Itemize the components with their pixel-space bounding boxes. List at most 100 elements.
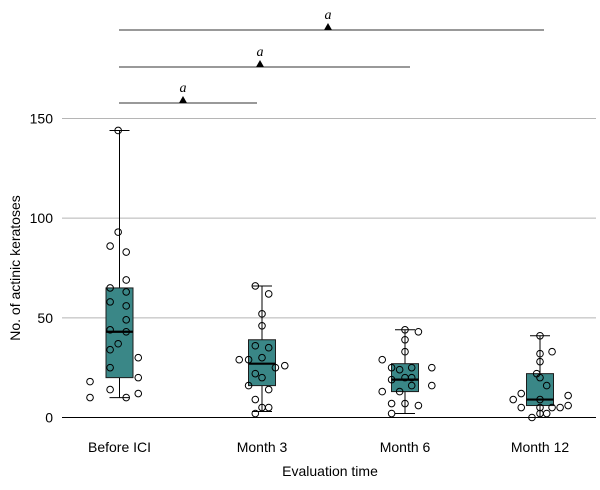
y-tick-label: 0 — [45, 410, 53, 426]
data-points — [86, 126, 572, 422]
data-point — [542, 409, 551, 418]
data-point — [536, 373, 544, 382]
data-point — [264, 385, 273, 394]
data-point — [387, 399, 396, 408]
data-point — [106, 385, 114, 394]
data-point — [401, 399, 409, 408]
data-point — [106, 345, 114, 354]
significance-marker — [179, 96, 187, 103]
grid-lines — [62, 118, 596, 319]
data-point — [134, 353, 143, 362]
data-point — [106, 298, 114, 306]
data-point — [114, 126, 122, 135]
data-point — [509, 395, 518, 404]
data-point — [428, 363, 436, 372]
data-point — [401, 335, 409, 344]
data-point — [134, 373, 143, 382]
data-point — [387, 409, 396, 418]
x-tick-label: Month 6 — [380, 439, 431, 455]
data-point — [106, 325, 114, 334]
data-point — [378, 355, 387, 364]
data-point — [407, 363, 416, 372]
y-tick-label: 50 — [37, 310, 53, 326]
data-point — [536, 349, 544, 358]
data-point — [401, 347, 409, 356]
data-point — [407, 381, 416, 390]
data-point — [264, 403, 273, 412]
x-axis-title: Evaluation time — [282, 463, 378, 479]
data-point — [564, 401, 572, 410]
x-axis-tick-labels: Before ICI Month 3 Month 6 Month 12 — [88, 439, 569, 455]
data-point — [387, 375, 396, 384]
data-point — [536, 395, 544, 404]
data-point — [122, 276, 130, 284]
data-point — [122, 316, 130, 324]
data-point — [122, 288, 130, 296]
data-point — [244, 381, 253, 390]
data-point — [235, 355, 244, 364]
data-point — [264, 343, 273, 352]
data-point — [258, 373, 266, 382]
box-iqr — [391, 363, 419, 393]
data-point — [536, 357, 544, 366]
data-point — [258, 322, 266, 330]
significance-marker — [256, 60, 264, 67]
x-tick-label: Before ICI — [88, 439, 151, 455]
data-point — [251, 395, 260, 404]
data-point — [114, 228, 122, 236]
significance-label: a — [325, 8, 332, 23]
data-point — [548, 347, 556, 356]
y-tick-label: 150 — [30, 111, 54, 127]
data-point — [564, 391, 572, 400]
whiskers — [109, 129, 550, 418]
data-point — [251, 369, 260, 378]
data-point — [528, 413, 536, 422]
data-point — [122, 248, 130, 256]
y-tick-label: 100 — [30, 210, 54, 226]
data-point — [548, 403, 556, 412]
data-point — [387, 363, 396, 372]
data-point — [536, 403, 544, 412]
data-point — [114, 339, 122, 348]
data-point — [106, 284, 114, 292]
data-point — [542, 381, 551, 390]
data-point — [378, 387, 387, 396]
data-point — [258, 310, 266, 318]
box-iqr — [526, 373, 554, 407]
data-point — [414, 327, 423, 336]
significance-brackets: a a a — [119, 8, 544, 104]
data-point — [414, 401, 423, 410]
y-axis-tick-labels: 0 50 100 150 — [30, 111, 54, 426]
data-point — [517, 403, 526, 412]
y-axis-title: No. of actinic keratoses — [7, 195, 23, 341]
data-point — [271, 363, 280, 372]
data-point — [517, 389, 526, 398]
significance-label: a — [257, 45, 264, 60]
data-point — [428, 381, 436, 390]
data-point — [86, 393, 94, 402]
data-point — [280, 361, 289, 370]
data-point — [122, 327, 130, 336]
x-tick-label: Month 12 — [511, 439, 570, 455]
data-point — [106, 363, 114, 372]
data-point — [264, 290, 273, 298]
data-point — [251, 409, 260, 418]
significance-marker — [324, 23, 332, 30]
data-point — [122, 302, 130, 310]
data-point — [86, 377, 94, 386]
significance-label: a — [180, 81, 187, 96]
data-point — [556, 403, 564, 412]
data-point — [106, 242, 114, 250]
data-point — [251, 341, 260, 350]
data-point — [134, 389, 143, 398]
data-point — [536, 331, 544, 340]
data-point — [401, 325, 409, 334]
data-point — [244, 355, 253, 364]
x-tick-label: Month 3 — [237, 439, 288, 455]
boxes — [105, 287, 554, 407]
data-point — [251, 282, 260, 290]
data-point — [407, 373, 416, 382]
data-point — [395, 365, 404, 374]
data-point — [395, 387, 404, 396]
